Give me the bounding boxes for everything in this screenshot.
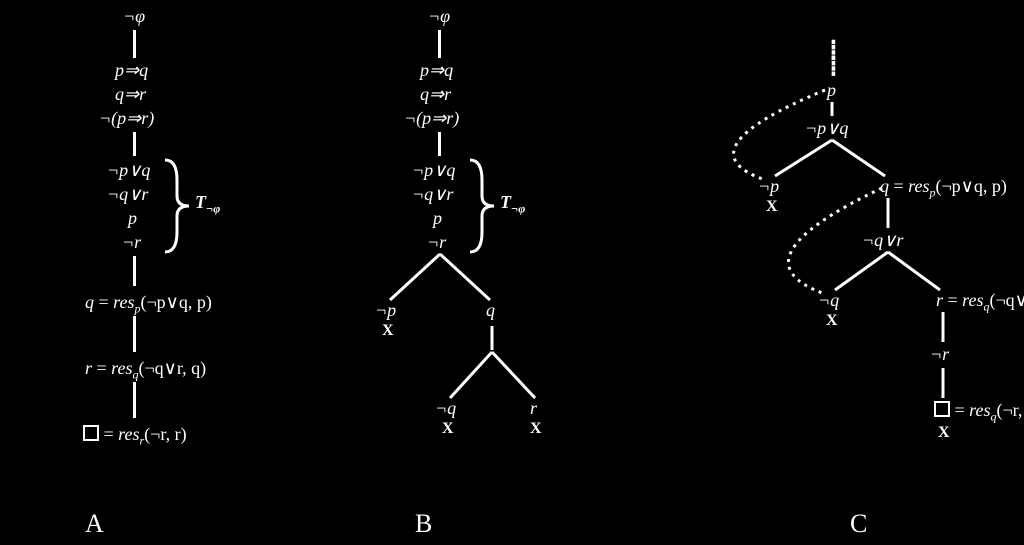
a-prem-1: p⇒q — [115, 60, 148, 81]
b-tree-np-close: X — [382, 322, 394, 340]
panel-a: ¬φ p⇒q q⇒r ¬(p⇒r) ¬p∨q ¬q∨r p ¬r T¬φ q =… — [25, 0, 305, 545]
a-line4 — [133, 316, 136, 352]
panel-c: ┋ ┋ p ¬p∨q ¬p X q = resp(¬p∨q, p) ¬q∨r ¬… — [660, 0, 1000, 545]
c-box: = resq(¬r, r) — [934, 400, 1024, 425]
c-q: q = resp(¬p∨q, p) — [880, 176, 1007, 201]
c-box-close: X — [938, 424, 950, 442]
a-cnf-0: ¬p∨q — [107, 160, 150, 181]
panel-a-label: A — [85, 509, 104, 539]
a-bracket-icon — [165, 158, 195, 254]
a-bracket-label: T¬φ — [195, 192, 220, 217]
a-cnf-2: p — [128, 208, 137, 229]
a-line3 — [133, 256, 136, 286]
b-tree-r-close: X — [530, 420, 542, 438]
c-edges — [660, 0, 1000, 520]
panel-b: ¬φ p⇒q q⇒r ¬(p⇒r) ¬p∨q ¬q∨r p ¬r T¬φ ¬p … — [330, 0, 630, 545]
c-r: r = resq(¬q∨r, q) — [936, 290, 1024, 315]
c-nqvr: ¬q∨r — [862, 230, 903, 251]
c-nq-close: X — [826, 312, 838, 330]
c-nq: ¬q — [818, 290, 839, 311]
a-neg-phi: ¬φ — [123, 6, 145, 27]
panel-b-label: B — [415, 509, 432, 539]
a-prem-3: ¬(p⇒r) — [99, 108, 154, 129]
a-line1 — [133, 30, 136, 58]
b-tree-nq-close: X — [442, 420, 454, 438]
c-np: ¬p — [758, 176, 779, 197]
a-prem-2: q⇒r — [115, 84, 146, 105]
a-res-1: r = resq(¬q∨r, q) — [85, 358, 206, 383]
b-tree-np: ¬p — [375, 300, 396, 321]
c-np-close: X — [766, 198, 778, 216]
a-line2 — [133, 132, 136, 156]
a-cnf-1: ¬q∨r — [107, 184, 148, 205]
a-res-2: = resr(¬r, r) — [83, 424, 187, 449]
b-tree-q: q — [486, 300, 495, 321]
empty-clause-box-icon — [934, 401, 950, 417]
a-cnf-3: ¬r — [122, 232, 141, 253]
b-tree-nq: ¬q — [435, 398, 456, 419]
a-res-0: q = resp(¬p∨q, p) — [85, 292, 212, 317]
empty-clause-box-icon — [83, 425, 99, 441]
b-tree-edges — [330, 0, 630, 520]
c-nr: ¬r — [930, 344, 949, 365]
c-npvq: ¬p∨q — [805, 118, 848, 139]
panel-c-label: C — [850, 509, 867, 539]
b-tree-r: r — [530, 398, 537, 419]
a-line5 — [133, 382, 136, 418]
